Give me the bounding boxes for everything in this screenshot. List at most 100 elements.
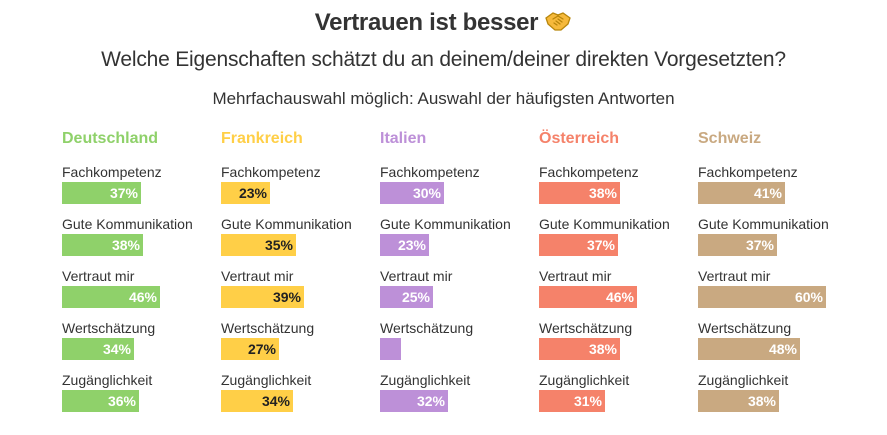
bar: 30% — [380, 182, 444, 204]
handshake-icon — [544, 9, 572, 40]
bar-row: Fachkompetenz 37% — [62, 164, 232, 214]
bar-row: Vertraut mir 46% — [62, 268, 232, 318]
bar-row: Wertschätzung 27% — [221, 320, 391, 370]
bar-value-label: 38% — [588, 185, 617, 201]
category-label: Gute Kommunikation — [62, 216, 193, 232]
category-label: Wertschätzung — [380, 320, 474, 336]
bar: 37% — [62, 182, 141, 204]
bar-row: Zugänglichkeit 32% — [380, 372, 550, 422]
bar-value-label: 46% — [605, 289, 634, 305]
bar: 31% — [539, 390, 605, 412]
bar-value-label: 37% — [586, 237, 615, 253]
chart-subtitle: Welche Eigenschaften schätzt du an deine… — [101, 48, 786, 71]
bar-value-label: 36% — [107, 393, 136, 409]
category-label: Zugänglichkeit — [380, 372, 471, 388]
bar-value-label: 38% — [588, 341, 617, 357]
category-label: Fachkompetenz — [698, 164, 798, 180]
bar: 32% — [380, 390, 448, 412]
bar-row: Gute Kommunikation 23% — [380, 216, 550, 266]
category-label: Vertraut mir — [221, 268, 294, 284]
bar: 35% — [221, 234, 296, 256]
country-name: Deutschland — [62, 130, 159, 147]
bar: 37% — [539, 234, 618, 256]
bar-row: Gute Kommunikation 37% — [539, 216, 709, 266]
category-label: Fachkompetenz — [380, 164, 480, 180]
bar — [380, 338, 401, 360]
bar-value-label: 23% — [238, 185, 267, 201]
bar-row: Vertraut mir 46% — [539, 268, 709, 318]
bar-value-label: 37% — [109, 185, 138, 201]
country-name: Schweiz — [698, 130, 762, 147]
bar: 23% — [380, 234, 429, 256]
bar-value-label: 32% — [416, 393, 445, 409]
bar-row: Fachkompetenz 30% — [380, 164, 550, 214]
category-label: Fachkompetenz — [221, 164, 321, 180]
bar-value-label: 38% — [747, 393, 776, 409]
category-label: Vertraut mir — [380, 268, 453, 284]
bar-value-label: 34% — [261, 393, 290, 409]
bar-row: Fachkompetenz 41% — [698, 164, 868, 214]
bar-row: Zugänglichkeit 34% — [221, 372, 391, 422]
category-label: Gute Kommunikation — [539, 216, 670, 232]
bar: 48% — [698, 338, 800, 360]
bar: 37% — [698, 234, 777, 256]
bar-value-label: 37% — [745, 237, 774, 253]
bar-row: Wertschätzung — [380, 320, 550, 370]
category-label: Vertraut mir — [539, 268, 612, 284]
bar-row: Vertraut mir 39% — [221, 268, 391, 318]
category-label: Zugänglichkeit — [221, 372, 312, 388]
country-name: Österreich — [539, 130, 620, 147]
country-name: Italien — [380, 130, 427, 147]
category-label: Zugänglichkeit — [539, 372, 630, 388]
bar: 34% — [221, 390, 293, 412]
category-label: Zugänglichkeit — [698, 372, 789, 388]
bar-value-label: 35% — [264, 237, 293, 253]
bar-row: Zugänglichkeit 31% — [539, 372, 709, 422]
bar: 46% — [539, 286, 637, 308]
category-label: Wertschätzung — [62, 320, 156, 336]
bar-row: Vertraut mir 60% — [698, 268, 868, 318]
bar-row: Gute Kommunikation 37% — [698, 216, 868, 266]
category-label: Gute Kommunikation — [221, 216, 352, 232]
bar-row: Zugänglichkeit 38% — [698, 372, 868, 422]
bar-value-label: 30% — [412, 185, 441, 201]
bar: 23% — [221, 182, 270, 204]
country-name: Frankreich — [221, 130, 303, 147]
category-label: Fachkompetenz — [539, 164, 639, 180]
bar-value-label: 27% — [247, 341, 276, 357]
bar-row: Zugänglichkeit 36% — [62, 372, 232, 422]
category-label: Fachkompetenz — [62, 164, 162, 180]
chart-note: Mehrfachauswahl möglich: Auswahl der häu… — [212, 89, 675, 108]
category-label: Wertschätzung — [539, 320, 633, 336]
bar-row: Gute Kommunikation 35% — [221, 216, 391, 266]
bar: 27% — [221, 338, 279, 360]
bar-value-label: 41% — [753, 185, 782, 201]
bar: 38% — [539, 182, 620, 204]
bar-row: Wertschätzung 34% — [62, 320, 232, 370]
bar-row: Wertschätzung 38% — [539, 320, 709, 370]
bar: 25% — [380, 286, 433, 308]
bar: 38% — [539, 338, 620, 360]
category-label: Wertschätzung — [221, 320, 315, 336]
bar: 60% — [698, 286, 826, 308]
category-label: Vertraut mir — [698, 268, 771, 284]
bar: 36% — [62, 390, 139, 412]
bar-value-label: 25% — [401, 289, 430, 305]
bar-row: Wertschätzung 48% — [698, 320, 868, 370]
bar-value-label: 39% — [272, 289, 301, 305]
bar: 38% — [698, 390, 779, 412]
category-label: Gute Kommunikation — [698, 216, 829, 232]
bar-row: Fachkompetenz 23% — [221, 164, 391, 214]
bar-value-label: 60% — [794, 289, 823, 305]
category-label: Zugänglichkeit — [62, 372, 153, 388]
chart-title-text: Vertrauen ist besser — [314, 9, 539, 36]
bar-value-label: 38% — [111, 237, 140, 253]
chart-title: Vertrauen ist besser — [0, 9, 887, 40]
bar: 41% — [698, 182, 785, 204]
bar-row: Gute Kommunikation 38% — [62, 216, 232, 266]
bar-row: Fachkompetenz 38% — [539, 164, 709, 214]
bar-value-label: 46% — [128, 289, 157, 305]
category-label: Vertraut mir — [62, 268, 135, 284]
bar: 34% — [62, 338, 134, 360]
bar: 39% — [221, 286, 304, 308]
